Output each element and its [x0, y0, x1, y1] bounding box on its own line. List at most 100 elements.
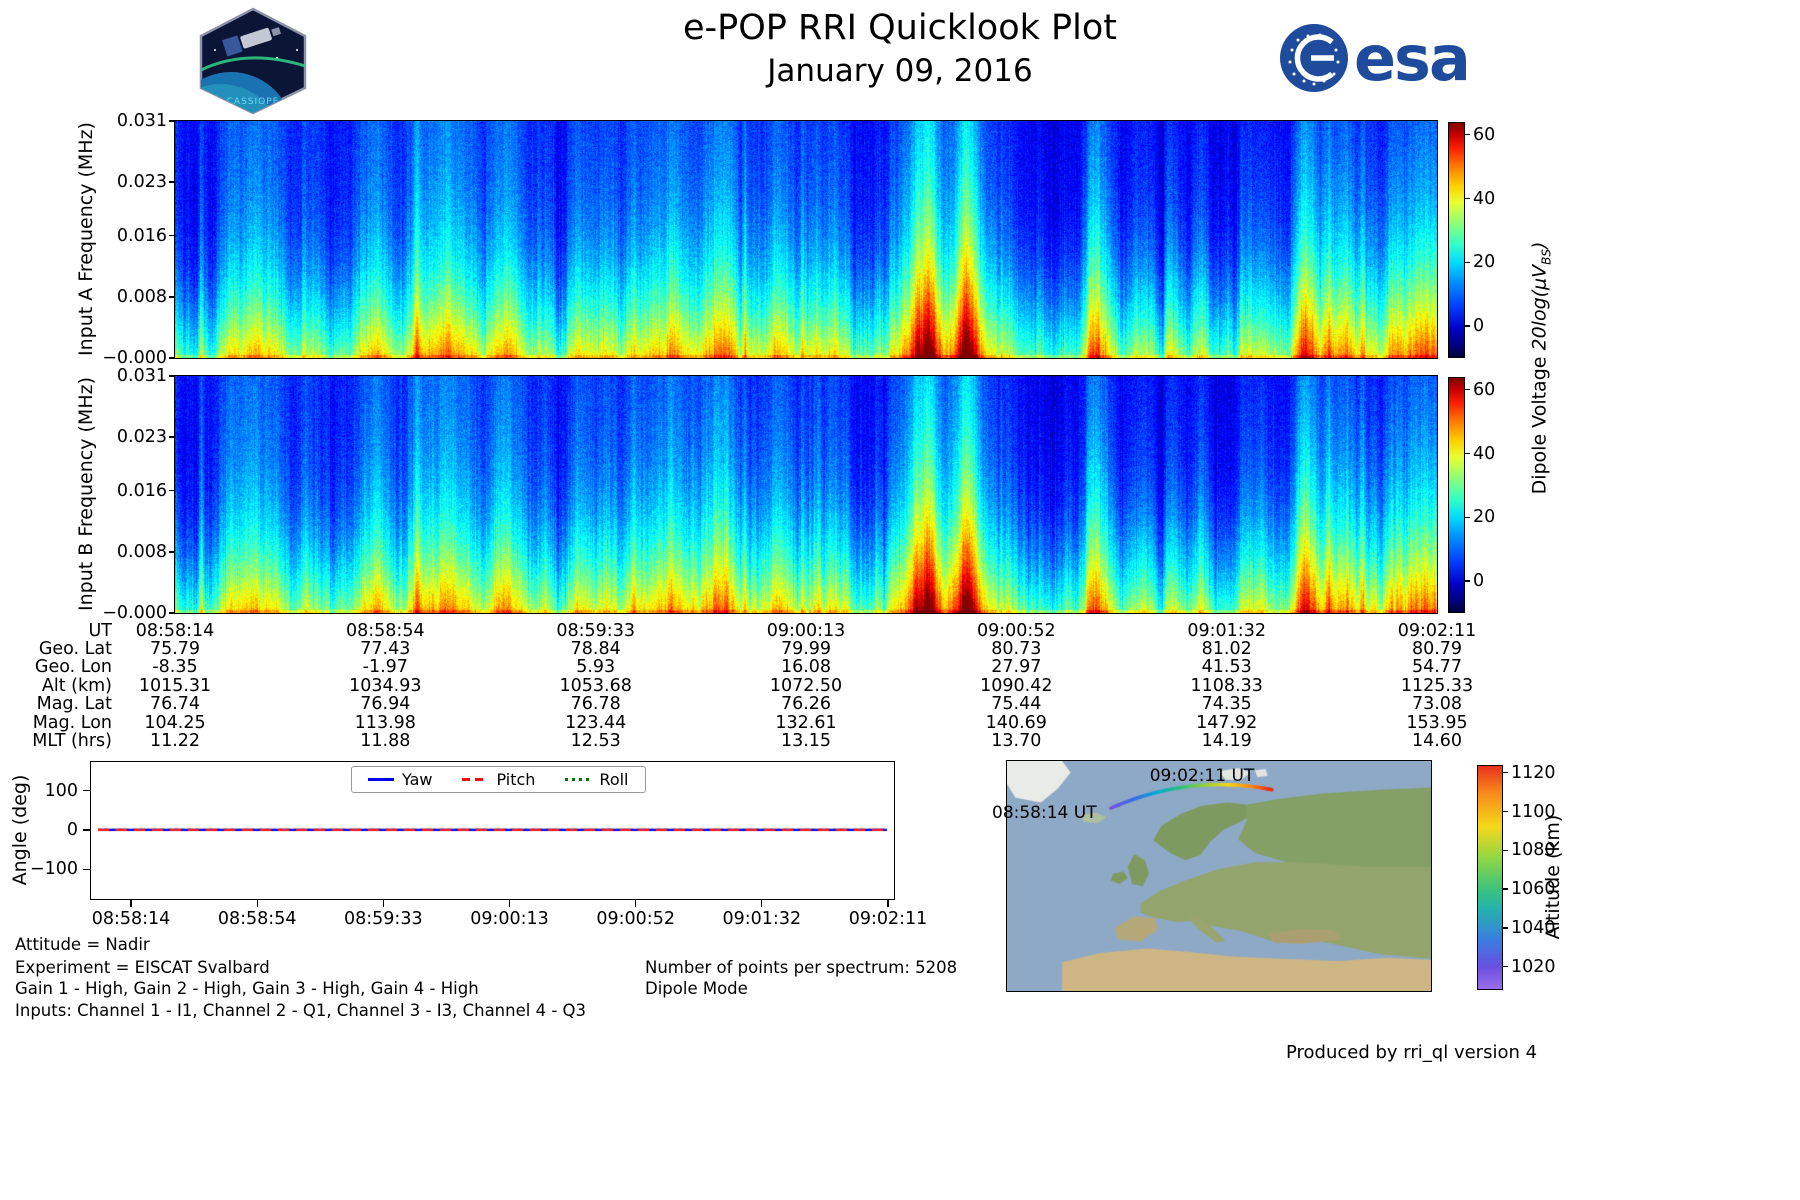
ephemeris-value: 12.53 — [570, 730, 621, 751]
ephemeris-value: 76.26 — [780, 694, 832, 715]
ephemeris-value: 08:58:14 — [135, 620, 215, 641]
altitude-tick-mark — [1503, 772, 1508, 774]
frequency-tick-mark — [169, 181, 175, 183]
ephemeris-value: 77.43 — [360, 638, 411, 659]
ephemeris-row-label: MLT (hrs) — [32, 730, 112, 751]
input-b-colorbar — [1448, 377, 1465, 613]
input-b-spectrogram-canvas — [174, 375, 1438, 614]
frequency-tick-mark — [169, 234, 175, 237]
dashed-line-sample-icon — [462, 778, 489, 781]
angle-xtick-label: 09:01:32 — [722, 909, 802, 929]
ground-track-map-canvas — [1006, 760, 1432, 992]
angle-xtick-mark — [256, 900, 258, 907]
altitude-tick-mark — [1503, 888, 1508, 890]
track-end-time-label: 09:02:11 UT — [1149, 766, 1255, 786]
angle-xtick-label: 09:00:52 — [596, 909, 675, 929]
ephemeris-value: 74.35 — [1201, 694, 1252, 715]
input-a-colorbar — [1448, 122, 1465, 358]
cassiope-patch-text: CASSIOPE — [227, 97, 280, 107]
frequency-tick-label: −0.000 — [102, 603, 167, 623]
esa-globe-icon — [1280, 24, 1348, 92]
colorbar-tick-label: 0 — [1473, 316, 1485, 337]
frequency-tick-label: 0.031 — [116, 366, 167, 386]
altitude-tick-mark — [1503, 810, 1508, 813]
colorbar-tick-mark — [1465, 134, 1470, 136]
patch-aurora-arc — [201, 56, 305, 72]
ephemeris-value: 5.93 — [576, 657, 616, 678]
frequency-tick-label: 0.023 — [116, 172, 167, 193]
input-a-spectrogram-canvas — [174, 120, 1438, 359]
colorbar-tick-label: 0 — [1473, 571, 1485, 592]
ephemeris-value: 1090.42 — [980, 675, 1053, 696]
ephemeris-row-label: UT — [88, 620, 113, 641]
angle-xtick-label: 08:58:54 — [217, 909, 297, 929]
colorbar-tick-label: 20 — [1473, 507, 1496, 528]
solid-line-sample-icon — [368, 778, 394, 781]
frequency-tick-label: 0.016 — [116, 480, 167, 501]
ephemeris-value: 11.22 — [149, 730, 201, 751]
colorbar-label-math: 20log(μV — [1528, 264, 1551, 351]
ephemeris-value: 41.53 — [1201, 657, 1252, 678]
altitude-tick-mark — [1503, 966, 1508, 968]
legend-label: Pitch — [496, 770, 536, 789]
ephemeris-value: 81.02 — [1201, 638, 1252, 659]
ephemeris-value: 14.19 — [1201, 730, 1252, 751]
ephemeris-row-label: Alt (km) — [41, 675, 112, 696]
colorbar-tick-mark — [1465, 325, 1470, 327]
angle-ytick-label: −100 — [29, 859, 78, 880]
ephemeris-value: 140.69 — [985, 712, 1047, 733]
ephemeris-value: 132.61 — [775, 712, 837, 733]
ephemeris-value: 13.15 — [780, 730, 832, 751]
legend-label: Yaw — [402, 770, 433, 789]
colorbar-axis-label: Dipole Voltage 20log(μVBS) — [1529, 242, 1554, 495]
ephemeris-value: 11.88 — [360, 730, 411, 751]
colorbar-tick-mark — [1465, 261, 1470, 263]
angle-xtick-mark — [635, 900, 637, 907]
frequency-tick-mark — [169, 489, 175, 492]
angle-xtick-mark — [382, 900, 384, 907]
figure-date: January 09, 2016 — [767, 53, 1033, 89]
ephemeris-value: 1108.33 — [1190, 675, 1263, 696]
colorbar-tick-label: 40 — [1473, 443, 1496, 464]
angle-ytick-label: 100 — [44, 780, 78, 801]
dotted-line-sample-icon — [565, 778, 592, 781]
frequency-tick-mark — [169, 296, 175, 298]
angle-ytick-mark — [83, 789, 90, 792]
gains-annotation: Gain 1 - High, Gain 2 - High, Gain 3 - H… — [15, 979, 479, 998]
ephemeris-value: 104.25 — [144, 712, 206, 733]
ephemeris-row-label: Mag. Lon — [32, 712, 112, 733]
ephemeris-value: 79.99 — [780, 638, 832, 659]
altitude-colorbar — [1477, 765, 1503, 990]
angle-xtick-mark — [508, 900, 511, 907]
ephemeris-value: 09:00:13 — [766, 620, 846, 641]
altitude-tick-label: 1100 — [1511, 801, 1556, 822]
altitude-tick-label: 1060 — [1511, 879, 1556, 900]
frequency-tick-label: 0.008 — [116, 541, 167, 562]
ephemeris-value: 123.44 — [565, 712, 627, 733]
ephemeris-value: 1072.50 — [769, 675, 843, 696]
ephemeris-value: 08:59:33 — [556, 620, 635, 641]
angle-xtick-label: 08:59:33 — [343, 909, 423, 929]
angle-xtick-label: 09:02:11 — [848, 909, 928, 929]
angle-xtick-mark — [761, 900, 763, 907]
ephemeris-value: 09:02:11 — [1397, 620, 1477, 641]
ephemeris-value: 147.92 — [1196, 712, 1258, 733]
frequency-tick-label: 0.031 — [116, 111, 167, 131]
ephemeris-row-label: Mag. Lat — [36, 694, 112, 715]
produced-by-credit: Produced by rri_ql version 4 — [1286, 1042, 1538, 1063]
frequency-tick-label: 0.016 — [116, 225, 167, 246]
frequency-tick-label: 0.008 — [116, 286, 167, 307]
ephemeris-value: 78.84 — [570, 638, 621, 659]
esa-wordmark: esa — [1354, 22, 1469, 95]
angle-plot-legend: Yaw Pitch Roll — [351, 766, 646, 793]
ephemeris-value: 76.94 — [360, 694, 411, 715]
ephemeris-value: 1053.68 — [559, 675, 632, 696]
ephemeris-value: 76.74 — [149, 694, 201, 715]
ephemeris-value: 75.79 — [149, 638, 201, 659]
ephemeris-value: 76.78 — [570, 694, 621, 715]
colorbar-tick-mark — [1465, 516, 1470, 518]
colorbar-tick-label: 20 — [1473, 252, 1496, 273]
ephemeris-value: 08:58:54 — [345, 620, 425, 641]
experiment-annotation: Experiment = EISCAT Svalbard — [15, 958, 270, 977]
